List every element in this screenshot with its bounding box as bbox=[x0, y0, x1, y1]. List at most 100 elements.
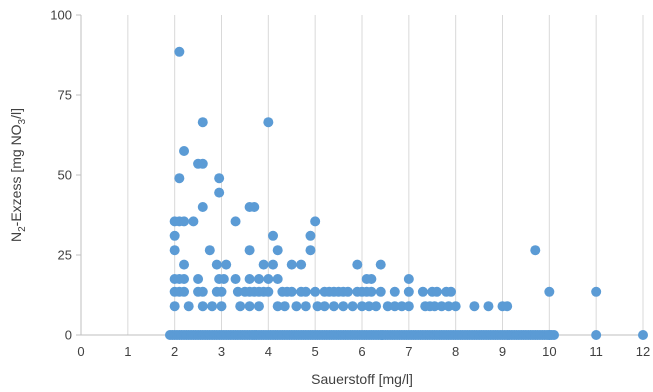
data-point bbox=[272, 245, 283, 256]
data-point bbox=[357, 301, 367, 312]
data-point bbox=[244, 301, 255, 312]
data-point bbox=[342, 286, 353, 297]
data-point bbox=[188, 216, 199, 227]
data-point bbox=[291, 301, 302, 312]
data-point bbox=[305, 245, 316, 256]
data-point bbox=[169, 245, 180, 256]
y-axis-title-part: -Exzess [mg NO bbox=[8, 124, 24, 226]
y-axis-title-part: /l] bbox=[8, 108, 24, 119]
data-point bbox=[244, 245, 255, 256]
data-point bbox=[375, 286, 386, 297]
x-tick-label: 6 bbox=[358, 344, 365, 359]
data-point bbox=[268, 259, 279, 270]
data-point bbox=[436, 301, 447, 312]
data-point bbox=[328, 301, 339, 312]
x-tick-label: 7 bbox=[405, 344, 412, 359]
x-tick-label: 5 bbox=[312, 344, 319, 359]
data-point bbox=[403, 286, 414, 297]
data-point bbox=[253, 301, 264, 312]
data-point bbox=[591, 286, 602, 297]
data-point bbox=[310, 286, 321, 297]
data-point bbox=[544, 286, 555, 297]
data-point bbox=[300, 286, 311, 297]
data-point bbox=[263, 117, 274, 128]
data-point bbox=[279, 301, 290, 312]
data-point bbox=[216, 286, 227, 297]
x-tick-label: 0 bbox=[77, 344, 84, 359]
data-point bbox=[638, 330, 648, 340]
y-tick-label: 100 bbox=[50, 8, 72, 23]
data-point bbox=[366, 286, 377, 297]
y-axis-title-subscript: 3 bbox=[17, 118, 28, 124]
data-point bbox=[197, 202, 208, 212]
data-point bbox=[214, 173, 225, 184]
data-point bbox=[417, 286, 428, 297]
data-point bbox=[389, 286, 400, 297]
data-point bbox=[544, 330, 555, 340]
data-point bbox=[174, 46, 185, 57]
axes bbox=[76, 14, 643, 336]
y-axis-title-part: N bbox=[8, 232, 24, 242]
data-point bbox=[207, 301, 218, 312]
y-tick-label: 0 bbox=[65, 328, 72, 343]
y-axis-title: N2-Exzess [mg NO3/l] bbox=[8, 108, 28, 242]
data-point bbox=[300, 301, 311, 312]
data-point bbox=[591, 330, 602, 340]
data-point bbox=[312, 301, 323, 312]
data-point bbox=[263, 274, 274, 284]
data-point bbox=[235, 301, 246, 312]
y-tick-label: 50 bbox=[58, 168, 72, 183]
data-point bbox=[347, 301, 358, 312]
data-point bbox=[169, 301, 180, 312]
data-point bbox=[319, 301, 330, 312]
data-point bbox=[469, 301, 480, 312]
data-point bbox=[483, 301, 494, 312]
data-point bbox=[443, 301, 454, 312]
data-point bbox=[366, 274, 377, 284]
data-point bbox=[179, 146, 190, 156]
data-point bbox=[263, 286, 274, 297]
x-tick-label: 1 bbox=[124, 344, 131, 359]
data-point bbox=[211, 259, 222, 270]
data-point bbox=[530, 245, 541, 256]
data-point bbox=[179, 274, 190, 284]
data-point bbox=[193, 274, 204, 284]
data-point bbox=[221, 259, 232, 270]
data-point bbox=[214, 187, 225, 198]
data-point bbox=[310, 216, 321, 227]
data-point bbox=[179, 259, 190, 270]
x-tick-label: 10 bbox=[542, 344, 556, 359]
data-point bbox=[230, 274, 241, 284]
data-point bbox=[396, 301, 407, 312]
x-tick-label: 12 bbox=[636, 344, 650, 359]
y-tick-label: 75 bbox=[58, 88, 72, 103]
data-point bbox=[204, 245, 215, 256]
data-point bbox=[174, 173, 185, 184]
data-point bbox=[338, 301, 349, 312]
data-point bbox=[258, 259, 269, 270]
grid-lines bbox=[127, 15, 644, 335]
data-point bbox=[272, 301, 283, 312]
data-point bbox=[375, 259, 386, 270]
data-point bbox=[272, 274, 283, 284]
data-point bbox=[431, 286, 442, 297]
data-point bbox=[429, 301, 440, 312]
data-point bbox=[450, 301, 461, 312]
data-point bbox=[232, 286, 243, 297]
data-point bbox=[169, 230, 180, 241]
x-tick-label: 4 bbox=[265, 344, 272, 359]
data-point bbox=[389, 301, 400, 312]
x-tick-label: 8 bbox=[452, 344, 459, 359]
data-point bbox=[286, 259, 297, 270]
data-point bbox=[502, 301, 513, 312]
data-point bbox=[218, 274, 229, 284]
data-point bbox=[249, 202, 260, 212]
data-point bbox=[197, 117, 208, 128]
x-tick-label: 11 bbox=[589, 344, 603, 359]
data-point bbox=[305, 230, 316, 241]
x-tick-label: 2 bbox=[171, 344, 178, 359]
data-point bbox=[352, 259, 363, 270]
